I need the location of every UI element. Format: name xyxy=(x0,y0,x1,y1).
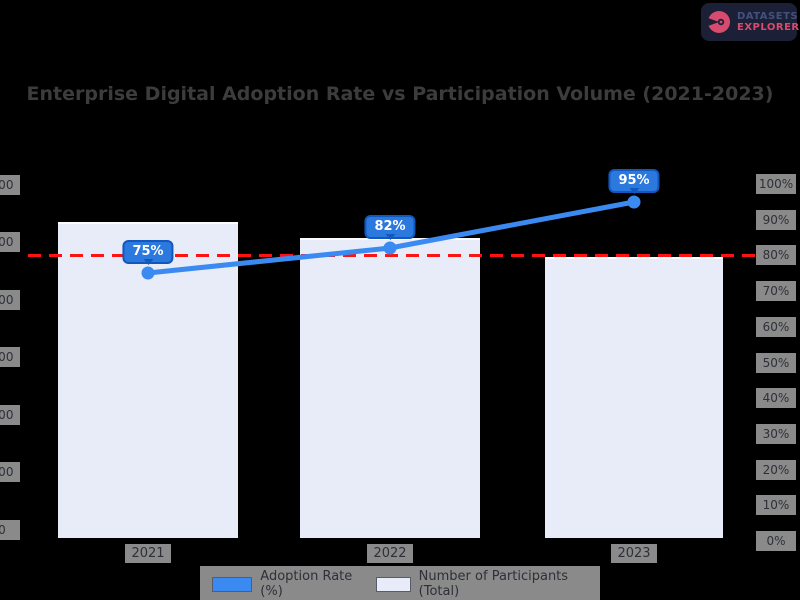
legend-line-label: Adoption Rate (%) xyxy=(260,569,353,599)
legend-line-swatch xyxy=(212,576,253,592)
left-axis-tick: 300 xyxy=(0,347,20,367)
left-axis-tick: 400 xyxy=(0,290,20,310)
brand-name-line1: DATASETS xyxy=(737,10,799,22)
left-axis-tick: 100 xyxy=(0,462,20,482)
right-axis-tick: 0% xyxy=(756,531,796,551)
brand-logo-text: DATASETS EXPLORER xyxy=(737,11,800,34)
value-badge-2021: 75% xyxy=(122,240,174,264)
value-badge-2022: 82% xyxy=(364,215,416,239)
x-axis-label-2022: 2022 xyxy=(367,544,413,563)
x-axis-label-2023: 2023 xyxy=(611,544,657,563)
left-axis-tick: 0 xyxy=(0,520,20,540)
legend-item-bar: Number of Participants (Total) xyxy=(375,569,588,599)
pie-chart-logo-icon xyxy=(707,11,730,33)
right-axis-tick: 50% xyxy=(756,353,796,373)
legend-bar-label: Number of Participants (Total) xyxy=(418,569,569,599)
right-axis-tick: 80% xyxy=(756,245,796,265)
right-axis-tick: 20% xyxy=(756,460,796,480)
right-axis-tick: 90% xyxy=(756,210,796,230)
left-axis-tick: 500 xyxy=(0,232,20,252)
bar-2022 xyxy=(300,238,480,538)
legend-item-line: Adoption Rate (%) xyxy=(212,569,364,599)
right-axis-tick: 10% xyxy=(756,495,796,515)
right-axis-tick: 40% xyxy=(756,388,796,408)
bar-2023 xyxy=(545,257,723,538)
x-axis-label-2021: 2021 xyxy=(125,544,171,563)
right-axis-tick: 100% xyxy=(756,174,796,194)
right-axis-tick: 70% xyxy=(756,281,796,301)
data-point-2021 xyxy=(141,266,155,280)
left-axis-tick: 200 xyxy=(0,405,20,425)
chart-title: Enterprise Digital Adoption Rate vs Part… xyxy=(26,83,774,105)
legend-bar-swatch xyxy=(375,576,411,592)
right-axis-tick: 30% xyxy=(756,424,796,444)
data-point-2022 xyxy=(383,241,397,255)
left-axis-tick: 600 xyxy=(0,175,20,195)
brand-logo: DATASETS EXPLORER xyxy=(701,3,800,41)
value-badge-2023: 95% xyxy=(608,169,660,193)
right-axis-tick: 60% xyxy=(756,317,796,337)
brand-name-line2: EXPLORER xyxy=(737,22,800,33)
target-threshold-line xyxy=(28,254,758,257)
legend: Adoption Rate (%) Number of Participants… xyxy=(200,566,600,600)
data-point-2023 xyxy=(627,195,641,209)
